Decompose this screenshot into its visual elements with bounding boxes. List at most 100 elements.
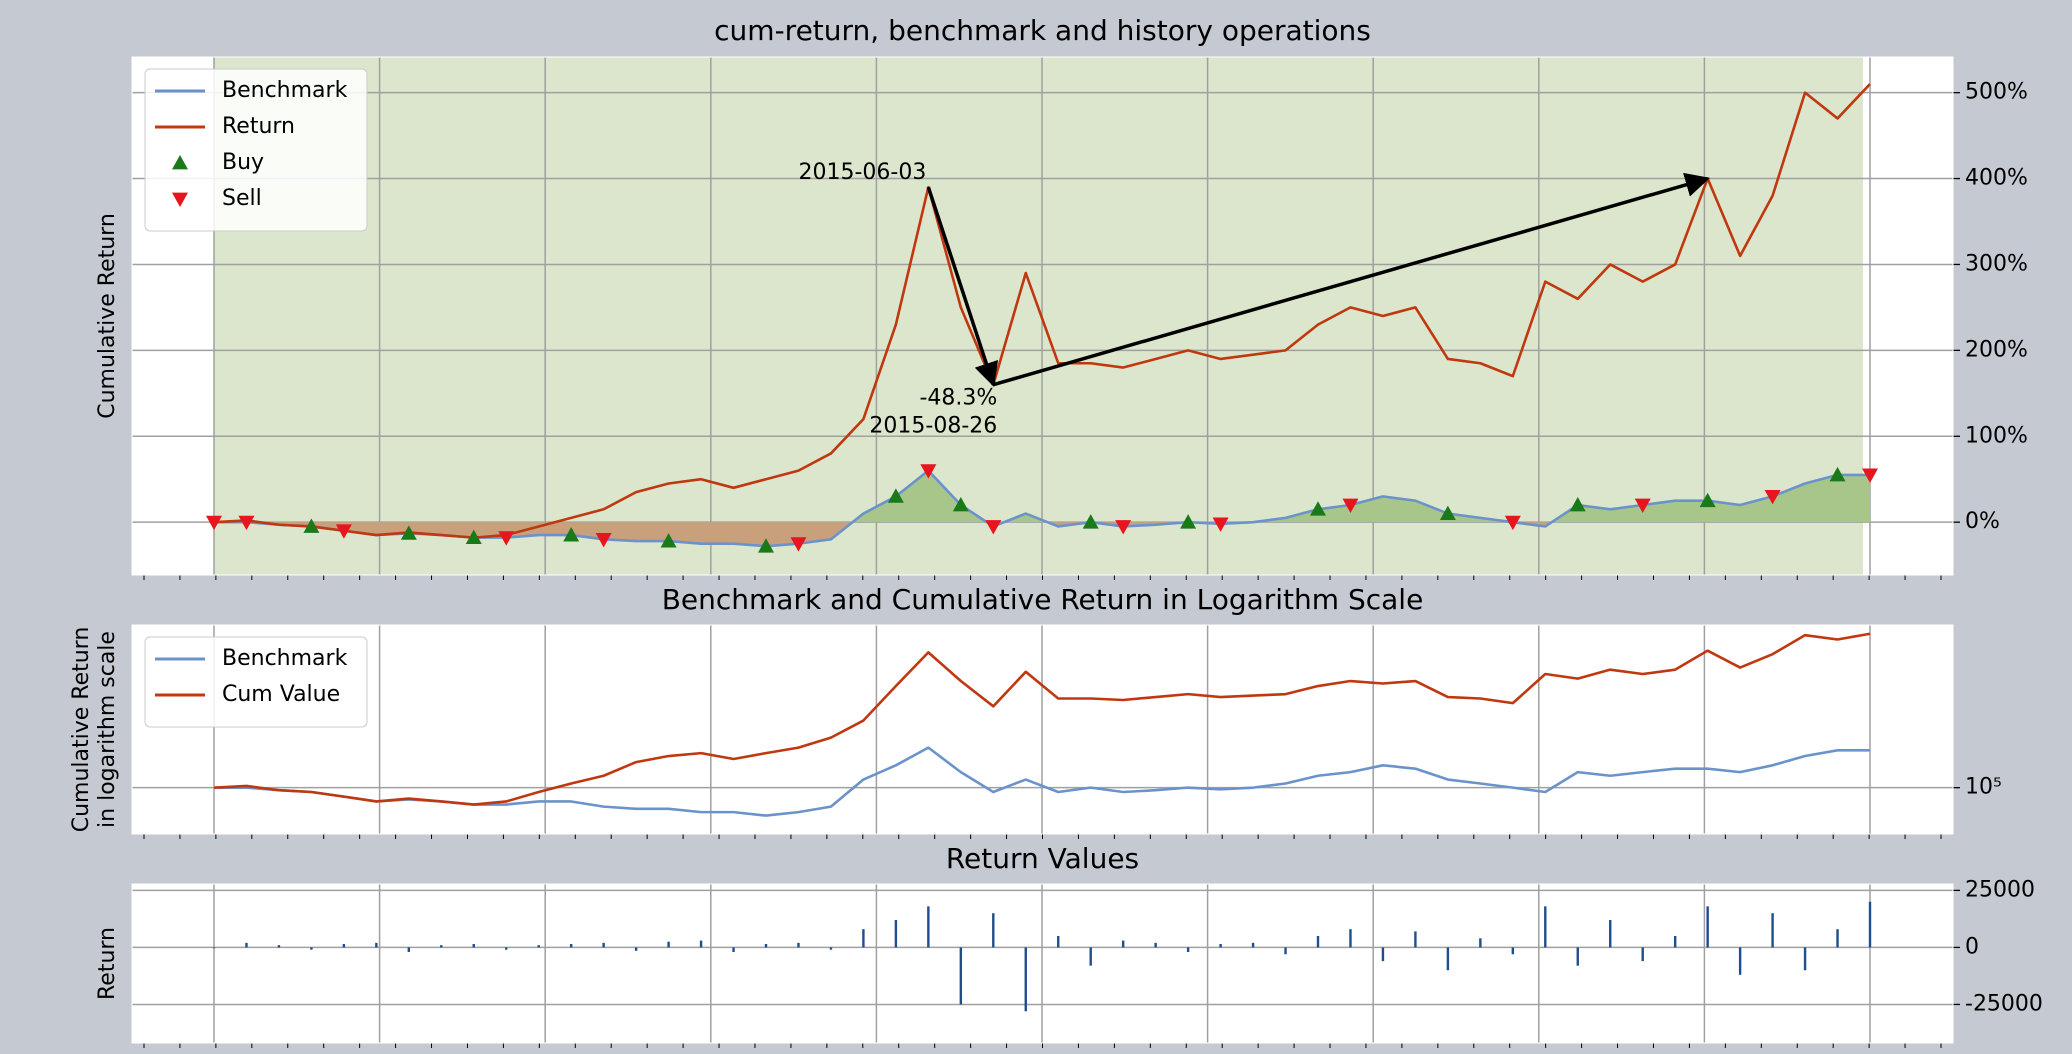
y-tick-label: 100% xyxy=(1965,423,2028,448)
bar xyxy=(1771,913,1774,948)
chart-title: Return Values xyxy=(946,842,1139,875)
bar xyxy=(862,929,865,948)
trade-marker xyxy=(1829,466,1846,482)
bar xyxy=(1446,947,1450,971)
trade-marker xyxy=(1115,520,1132,535)
bar xyxy=(1251,942,1255,948)
trade-marker xyxy=(1569,496,1586,512)
legend-label: Sell xyxy=(222,186,262,211)
annotation: -48.3% xyxy=(919,386,997,411)
trade-marker xyxy=(1699,492,1716,508)
bar xyxy=(732,947,735,952)
recovery-arrow xyxy=(992,172,1711,387)
y-tick-label: 25000 xyxy=(1965,877,2035,902)
bar xyxy=(1738,947,1742,975)
y-tick-label: 0% xyxy=(1965,509,2000,534)
plot-frame xyxy=(131,624,1954,835)
trade-marker xyxy=(952,496,969,512)
bar xyxy=(959,947,963,1005)
trade-marker xyxy=(335,524,352,539)
bar xyxy=(1511,947,1515,955)
trade-marker xyxy=(1504,515,1521,531)
y-tick-label: 500% xyxy=(1965,80,2028,105)
annotation: 2015-06-03 xyxy=(798,160,926,185)
bar xyxy=(472,943,475,948)
trade-marker xyxy=(238,515,255,531)
trade-marker xyxy=(400,525,417,540)
bar xyxy=(375,942,378,948)
bar xyxy=(797,942,800,948)
y-axis-label: Cumulative Return xyxy=(95,213,120,419)
bar xyxy=(1316,936,1320,948)
drawdown-arrow xyxy=(926,186,999,388)
trade-marker xyxy=(887,488,904,503)
y-tick-label: 200% xyxy=(1965,337,2028,362)
legend-label: Benchmark xyxy=(222,78,348,103)
bar xyxy=(1121,940,1125,948)
bar xyxy=(569,943,573,948)
legend-label: Cum Value xyxy=(222,682,340,707)
bar xyxy=(505,947,508,950)
plot-frame xyxy=(131,56,1954,576)
legend-box xyxy=(144,68,368,232)
bar xyxy=(1154,942,1157,948)
chart-title: Benchmark and Cumulative Return in Logar… xyxy=(662,583,1424,616)
bar xyxy=(1349,929,1352,948)
bar xyxy=(1803,947,1807,971)
bar xyxy=(1381,947,1385,962)
y-axis-label: Cumulative Return xyxy=(69,627,94,833)
bar xyxy=(602,942,605,948)
bar xyxy=(1868,901,1872,948)
legend-marker xyxy=(172,155,188,170)
bar xyxy=(342,943,346,948)
trade-marker xyxy=(1082,514,1099,529)
series-line xyxy=(213,632,1871,806)
bar xyxy=(277,945,281,948)
y-tick-label: 10⁵ xyxy=(1965,775,2002,800)
y-tick-label: 0 xyxy=(1965,934,1979,959)
bar xyxy=(1414,931,1417,948)
legend-label: Return xyxy=(222,114,295,139)
bar xyxy=(1706,906,1709,948)
trade-marker xyxy=(985,520,1002,535)
bar xyxy=(634,947,638,951)
bar xyxy=(1186,947,1190,952)
trade-marker xyxy=(1180,514,1197,529)
legend-label: Buy xyxy=(222,150,264,175)
series-line xyxy=(213,83,1871,539)
bar xyxy=(212,947,216,949)
bar xyxy=(764,943,768,948)
bar xyxy=(1576,947,1579,966)
bar xyxy=(699,940,703,948)
bar xyxy=(992,913,995,948)
area-below xyxy=(246,522,1552,547)
bar xyxy=(1089,947,1092,966)
trade-marker xyxy=(1439,505,1456,520)
bar xyxy=(1641,947,1644,962)
legend-marker xyxy=(172,192,188,207)
trade-marker xyxy=(1310,501,1326,516)
trade-marker xyxy=(1342,498,1359,513)
trade-marker xyxy=(660,533,677,548)
trade-marker xyxy=(790,537,807,552)
y-tick-label: 400% xyxy=(1965,166,2028,191)
bar xyxy=(245,942,248,948)
bar xyxy=(829,947,833,950)
bar xyxy=(1544,906,1547,948)
bar xyxy=(537,945,540,948)
plot-frame xyxy=(131,883,1954,1044)
trade-marker xyxy=(1764,489,1781,505)
annotation: 2015-08-26 xyxy=(869,414,997,439)
trade-marker xyxy=(563,527,580,542)
bar xyxy=(407,947,411,952)
y-tick-label: -25000 xyxy=(1965,991,2043,1016)
y-axis-label: Return xyxy=(95,927,120,1000)
bar xyxy=(1836,929,1839,948)
trade-marker xyxy=(465,529,482,545)
bar xyxy=(1024,947,1027,1012)
bar xyxy=(1284,947,1287,955)
bar xyxy=(1673,936,1677,948)
legend-label: Benchmark xyxy=(222,646,348,671)
trade-marker xyxy=(595,532,612,548)
